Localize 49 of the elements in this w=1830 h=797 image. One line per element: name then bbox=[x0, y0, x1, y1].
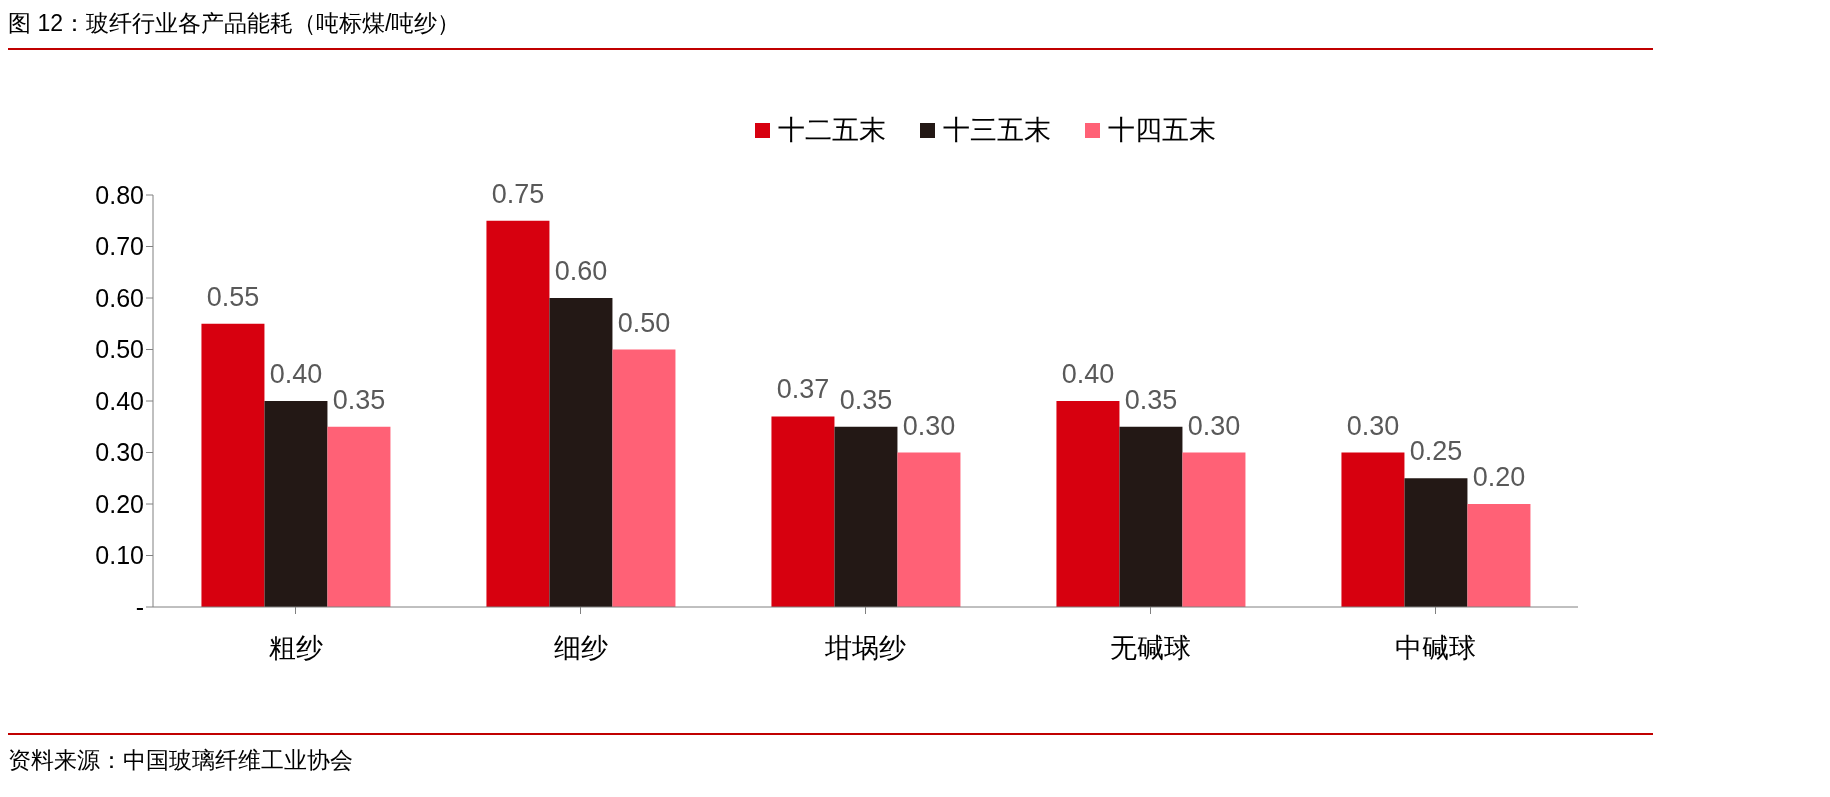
bar bbox=[264, 401, 328, 607]
data-label: 0.35 bbox=[1124, 384, 1178, 415]
data-label: 0.35 bbox=[839, 384, 893, 415]
data-label: 0.75 bbox=[491, 178, 545, 209]
bar bbox=[486, 220, 550, 607]
data-label: 0.55 bbox=[206, 281, 260, 312]
data-label: 0.37 bbox=[776, 374, 830, 405]
data-label: 0.40 bbox=[269, 359, 323, 389]
data-label: 0.30 bbox=[1187, 410, 1241, 441]
bar bbox=[897, 452, 961, 607]
data-label: 0.35 bbox=[332, 384, 386, 415]
bar bbox=[612, 349, 676, 607]
data-label: 0.30 bbox=[902, 410, 956, 441]
bar bbox=[201, 323, 265, 607]
y-tick-label: 0.20 bbox=[95, 489, 144, 518]
y-tick-label: 0.40 bbox=[95, 386, 144, 415]
x-tick-label: 粗纱 bbox=[268, 633, 323, 664]
data-label: 0.40 bbox=[1061, 359, 1115, 389]
x-tick-label: 细纱 bbox=[553, 633, 608, 664]
data-label: 0.50 bbox=[617, 307, 671, 338]
y-tick-label: 0.50 bbox=[95, 335, 144, 364]
bar bbox=[327, 426, 391, 607]
legend-label: 十二五末 bbox=[777, 114, 886, 147]
bar bbox=[1056, 401, 1120, 607]
data-label: 0.25 bbox=[1409, 436, 1463, 467]
chart-title: 图 12：玻纤行业各产品能耗（吨标煤/吨纱） bbox=[8, 8, 1653, 50]
data-label: 0.30 bbox=[1346, 410, 1400, 441]
bar bbox=[1467, 504, 1531, 607]
bar bbox=[1182, 452, 1246, 607]
bar bbox=[771, 416, 835, 607]
x-tick-label: 无碱球 bbox=[1110, 633, 1191, 664]
y-tick-label: - bbox=[135, 592, 144, 621]
x-tick-label: 坩埚纱 bbox=[824, 633, 906, 664]
bar bbox=[1404, 478, 1468, 607]
bar bbox=[1341, 452, 1405, 607]
bar bbox=[549, 298, 613, 607]
legend-label: 十三五末 bbox=[942, 114, 1051, 147]
data-label: 0.20 bbox=[1472, 462, 1526, 492]
legend-label: 十四五末 bbox=[1107, 114, 1216, 147]
x-tick-label: 中碱球 bbox=[1395, 633, 1476, 664]
y-tick-label: 0.10 bbox=[95, 541, 144, 570]
bar bbox=[834, 426, 898, 607]
text: 资料来源：中国玻璃纤维工业协会 bbox=[8, 746, 354, 775]
data-label: 0.60 bbox=[554, 256, 608, 286]
y-tick-label: 0.30 bbox=[95, 438, 144, 467]
bar bbox=[1119, 426, 1183, 607]
y-tick-label: 0.80 bbox=[95, 180, 144, 209]
y-tick-label: 0.60 bbox=[95, 283, 144, 312]
y-tick-label: 0.70 bbox=[95, 232, 144, 261]
